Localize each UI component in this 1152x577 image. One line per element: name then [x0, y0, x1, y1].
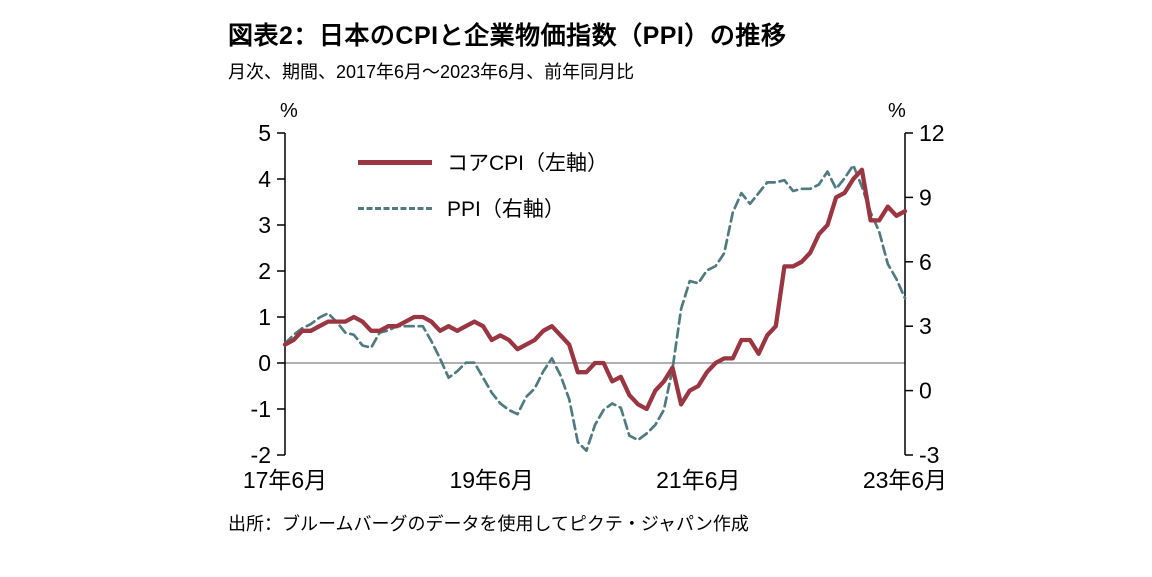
left-axis-tick-label: -1	[251, 396, 271, 422]
left-axis-tick-label: 3	[258, 212, 271, 238]
right-axis-tick-label: 3	[919, 313, 932, 339]
left-axis-tick-label: 2	[258, 258, 271, 284]
left-axis-tick-label: 5	[258, 120, 271, 146]
cpi-line-sample-icon	[358, 159, 432, 165]
x-axis-tick-label: 19年6月	[449, 467, 533, 493]
legend-item-core-cpi: コアCPI（左軸）	[358, 148, 608, 176]
left-axis-unit-label: %	[280, 100, 298, 122]
chart-title: 図表2：日本のCPIと企業物価指数（PPI）の推移	[228, 22, 787, 50]
left-axis-tick-label: 1	[258, 304, 271, 330]
right-axis-tick-label: -3	[919, 442, 939, 468]
legend-item-ppi: PPI（右軸）	[358, 194, 608, 222]
right-axis-tick-label: 12	[919, 120, 945, 146]
ppi-line	[283, 163, 907, 453]
ppi-line-sample-icon	[358, 206, 432, 210]
left-axis-tick-label: 0	[258, 350, 271, 376]
core-cpi-line	[282, 167, 908, 412]
x-axis-tick-label: 23年6月	[863, 467, 947, 493]
left-axis-tick-label: 4	[258, 166, 271, 192]
chart-legend: コアCPI（左軸） PPI（右軸）	[358, 148, 608, 222]
right-axis-unit-label: %	[888, 100, 906, 122]
x-axis-tick-label: 17年6月	[243, 467, 327, 493]
x-axis-tick-label: 21年6月	[656, 467, 740, 493]
source-note: 出所：ブルームバーグのデータを使用してピクテ・ジャパン作成	[228, 514, 749, 534]
right-axis-tick-label: 0	[919, 378, 932, 404]
right-axis-tick-label: 6	[919, 249, 932, 275]
right-axis-tick-label: 9	[919, 184, 932, 210]
legend-label-ppi: PPI（右軸）	[447, 198, 565, 221]
left-axis-tick-label: -2	[251, 442, 271, 468]
legend-label-core-cpi: コアCPI（左軸）	[447, 152, 609, 175]
chart-subtitle: 月次、期間、2017年6月～2023年6月、前年同月比	[228, 62, 635, 82]
